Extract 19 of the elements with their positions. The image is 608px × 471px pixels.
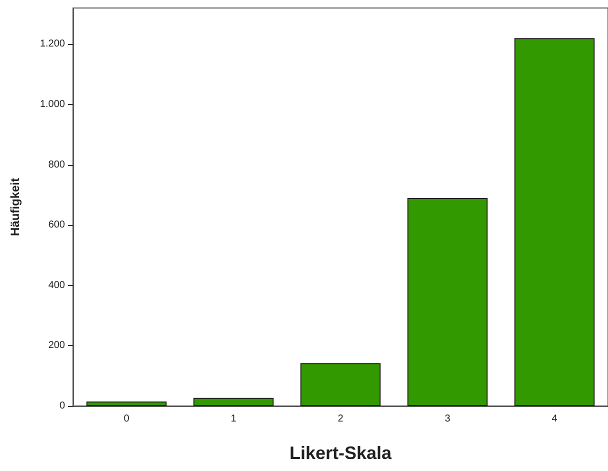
- y-tick-label: 1.000: [40, 98, 66, 110]
- y-tick-label: 400: [48, 280, 66, 291]
- bar: [86, 401, 167, 406]
- x-tick-label: 1: [230, 414, 237, 424]
- x-tick-label: 2: [338, 414, 344, 424]
- x-axis-title: Likert-Skala: [289, 443, 393, 463]
- y-tick-label: 0: [59, 400, 66, 412]
- y-tick-label: 200: [48, 340, 66, 352]
- y-tick-label: 600: [48, 220, 66, 231]
- bar: [300, 363, 381, 406]
- bar: [407, 198, 488, 406]
- bar: [193, 398, 274, 406]
- x-tick-label: 3: [444, 414, 451, 424]
- y-axis-title: Häufigkeit: [8, 178, 22, 236]
- x-tick-label: 0: [124, 414, 130, 424]
- y-tick-label: 800: [48, 159, 66, 170]
- y-tick-label: 1.200: [40, 38, 66, 50]
- bar: [514, 38, 595, 406]
- x-tick-label: 4: [552, 414, 558, 424]
